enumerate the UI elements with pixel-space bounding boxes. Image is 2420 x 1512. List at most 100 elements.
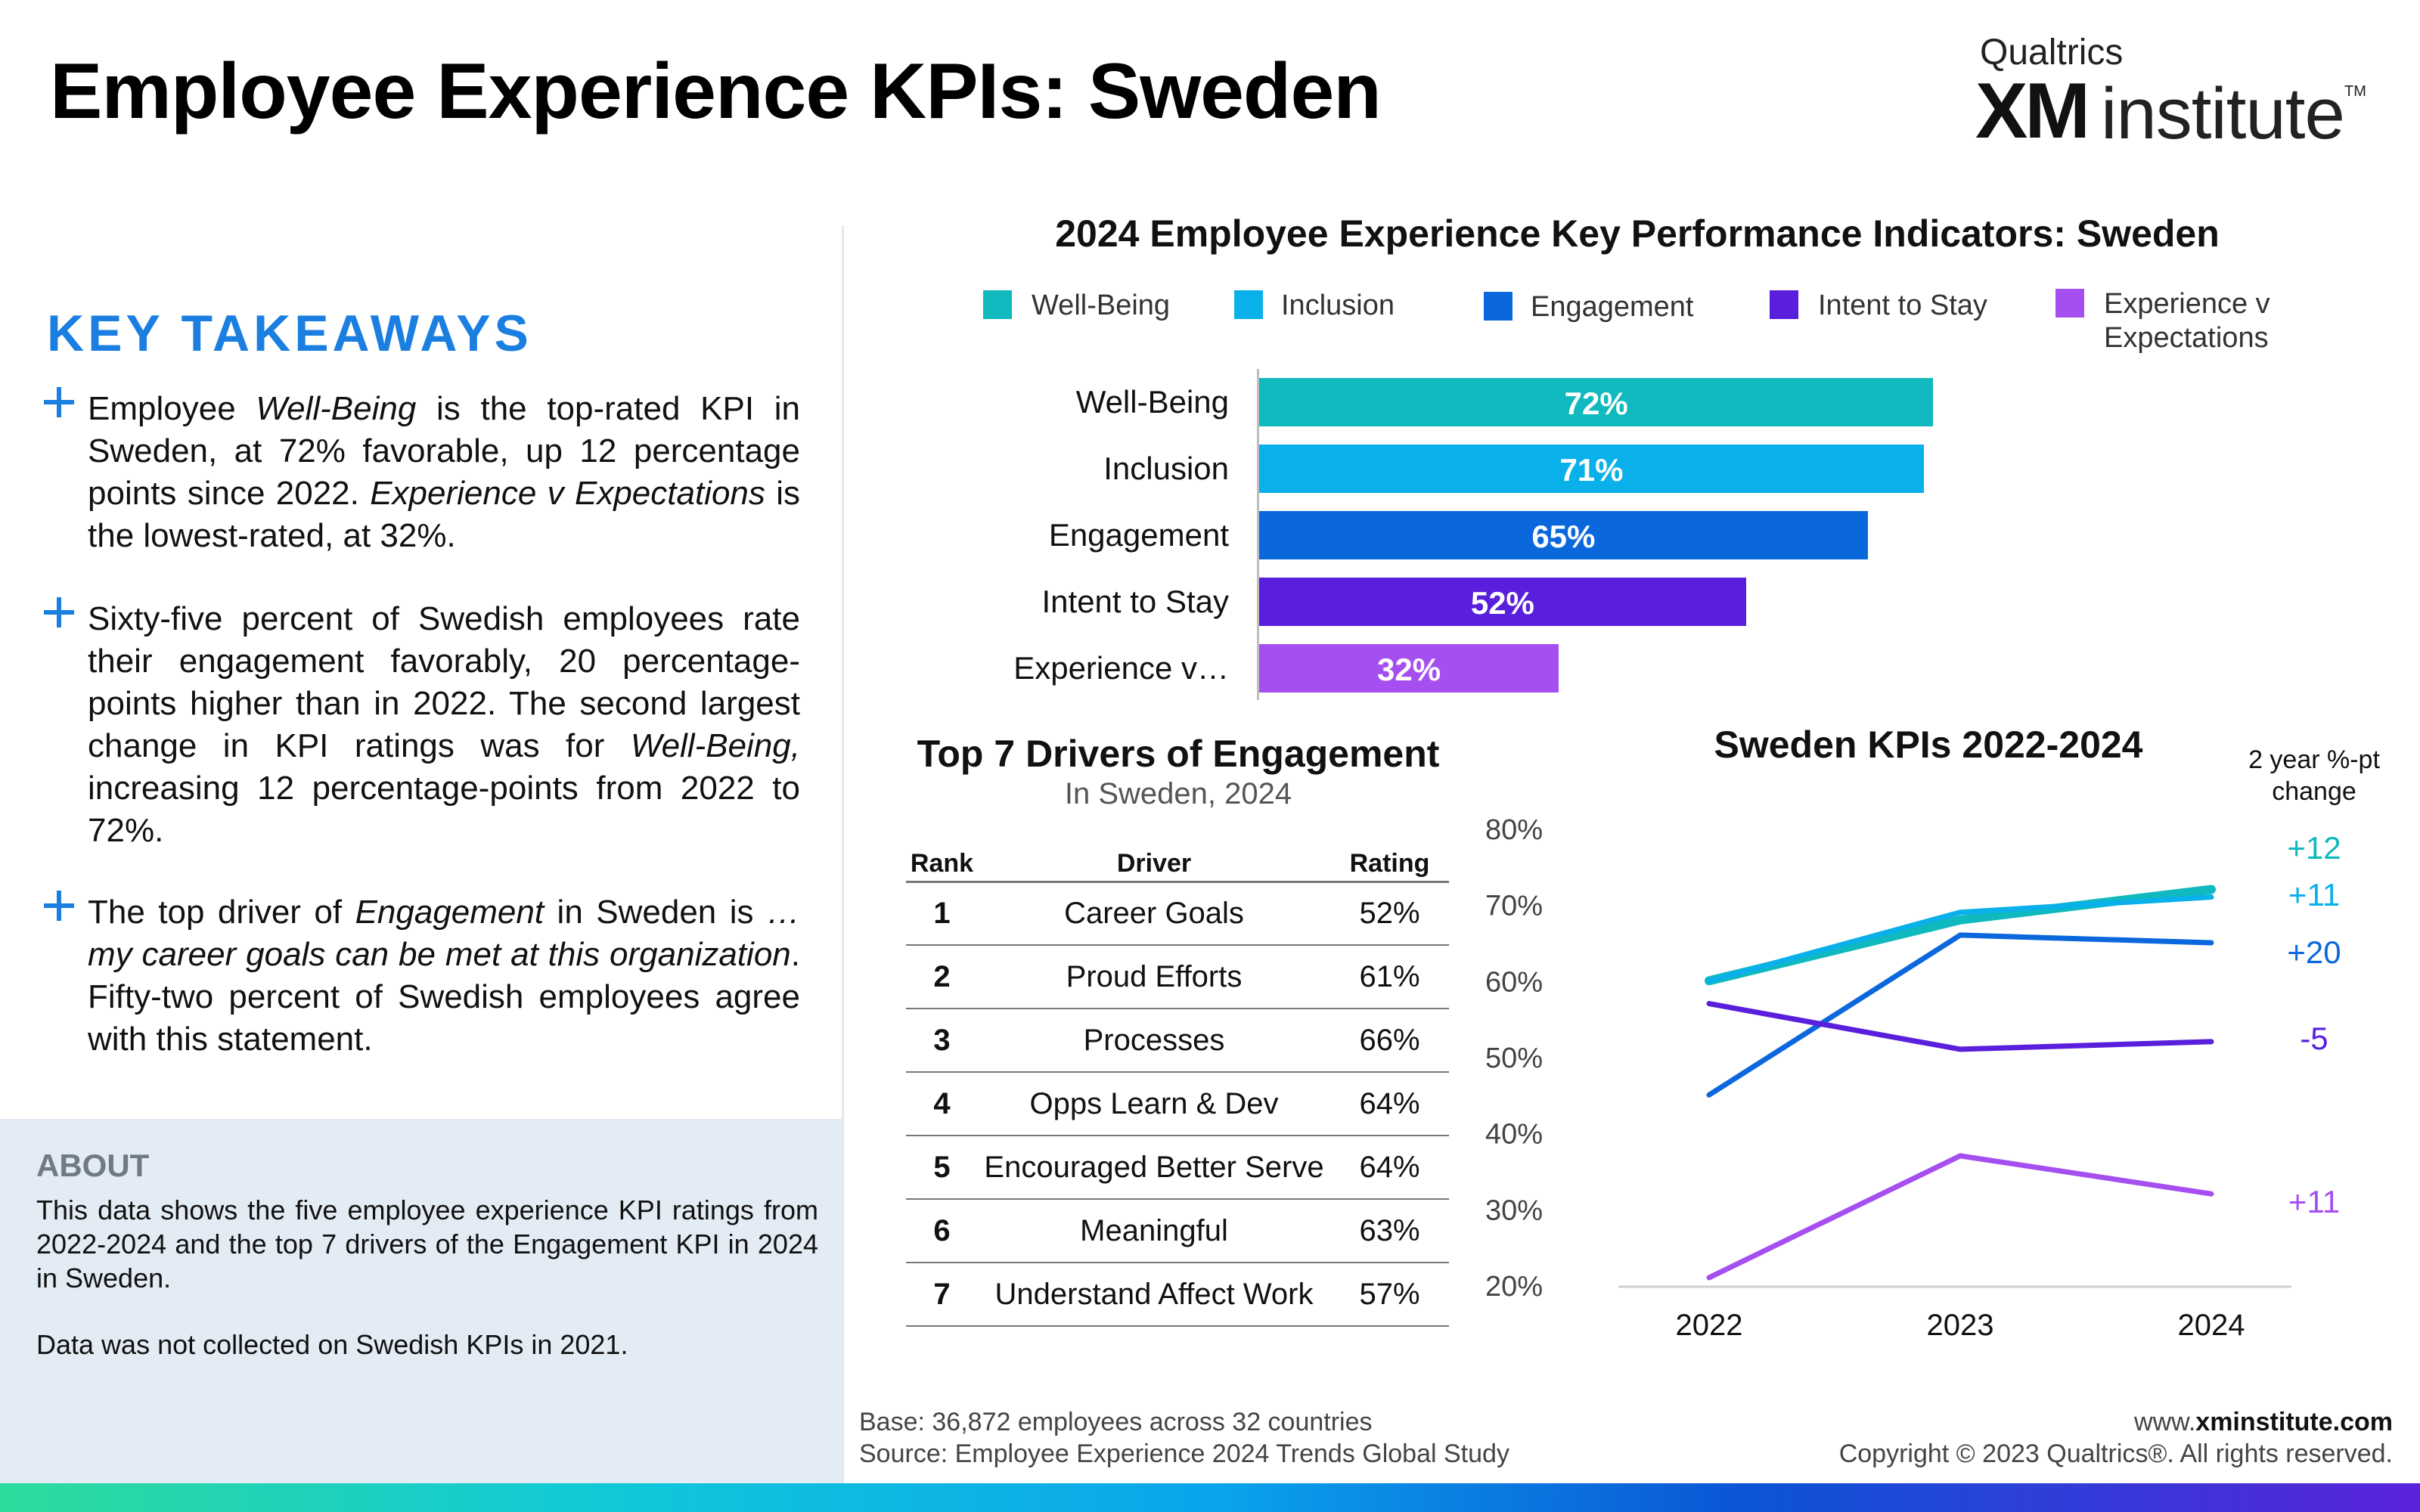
logo-brand: Qualtrics — [1980, 33, 2124, 73]
table-cell: 52% — [1330, 881, 1449, 946]
footer-base: Base: 36,872 employees across 32 countri… — [859, 1406, 1509, 1470]
line-chart-title: Sweden KPIs 2022-2024 — [1714, 723, 2143, 766]
footer-copyright: www.xminstitute.com Copyright © 2023 Qua… — [1839, 1406, 2393, 1470]
table-cell: Understand Affect Work — [978, 1263, 1330, 1327]
y-tick-label: 40% — [1485, 1119, 1543, 1151]
table-cell: 4 — [906, 1072, 978, 1136]
table-cell: 64% — [1330, 1072, 1449, 1136]
bar: 71% — [1259, 445, 1924, 493]
legend-swatch-inclusion — [1234, 290, 1263, 319]
plus-icon — [42, 889, 76, 922]
table-row: 5 Encouraged Better Serve 64% — [906, 1136, 1449, 1200]
takeaway-item: Employee Well-Being is the top-rated KPI… — [88, 390, 800, 554]
table-cell: 3 — [906, 1009, 978, 1073]
legend-swatch-well-being — [983, 290, 1012, 319]
y-tick-label: 70% — [1485, 891, 1543, 922]
y-tick-label: 30% — [1485, 1194, 1543, 1226]
series-line — [1706, 1153, 2214, 1281]
footer-source-text: Source: Employee Experience 2024 Trends … — [859, 1439, 1509, 1468]
logo-institute: institute — [2101, 73, 2345, 154]
legend-well-being: Well-Being — [1032, 290, 1171, 321]
series-line — [1706, 894, 2214, 984]
column-header: Rating — [1330, 847, 1449, 883]
table-cell: Meaningful — [978, 1199, 1330, 1263]
series-line — [1706, 1001, 2214, 1052]
bar-value-label: 71% — [1559, 452, 1624, 488]
change-header: 2 year %-pt change — [2248, 745, 2380, 806]
table-cell: 66% — [1330, 1009, 1449, 1073]
logo-xm: XM — [1975, 67, 2090, 155]
plus-icon — [42, 386, 76, 419]
legend-intent-to-stay: Intent to Stay — [1818, 290, 1987, 321]
column-header: Rank — [906, 847, 978, 883]
logo-tm: TM — [2344, 83, 2366, 100]
plus-icon — [42, 596, 76, 629]
bar-category-label: Intent to Stay — [1041, 584, 1230, 619]
legend-swatch-experience — [2055, 289, 2084, 318]
x-tick-label: 2024 — [2178, 1309, 2245, 1342]
site-prefix: www. — [2134, 1408, 2196, 1436]
column-header: Driver — [978, 847, 1330, 883]
table-cell: 6 — [906, 1199, 978, 1263]
change-label: +20 — [2287, 934, 2341, 970]
y-tick-label: 20% — [1485, 1271, 1543, 1303]
bar: 52% — [1259, 578, 1746, 626]
bar-category-label: Experience v… — [1013, 650, 1229, 686]
table-row: 6 Meaningful 63% — [906, 1199, 1449, 1263]
line-chart: 20% 30% 40% 50% 60% 70% 80% 2022 2023 2024 — [1485, 814, 2291, 1342]
takeaway-item: The top driver of Engagement in Sweden i… — [88, 894, 800, 1058]
table-cell: 64% — [1330, 1136, 1449, 1200]
bar-value-label: 72% — [1564, 386, 1628, 421]
website-link[interactable]: www.xminstitute.com — [1839, 1406, 2393, 1438]
about-title: ABOUT — [36, 1148, 150, 1183]
xm-institute-logo: Qualtrics XM institute TM — [1975, 29, 2369, 155]
key-takeaways-heading: KEY TAKEAWAYS — [47, 305, 532, 362]
about-text: This data shows the five employee experi… — [36, 1194, 818, 1294]
drivers-table-subtitle: In Sweden, 2024 — [1064, 777, 1292, 810]
table-cell: 61% — [1330, 945, 1449, 1009]
y-tick-label: 50% — [1485, 1043, 1543, 1074]
x-tick-label: 2023 — [1927, 1309, 1994, 1342]
change-label: +12 — [2287, 830, 2341, 866]
legend-inclusion: Inclusion — [1281, 290, 1395, 321]
series-line — [1706, 932, 2214, 1098]
legend-swatch-intent-to-stay — [1770, 290, 1798, 319]
site-bold: xminstitute — [2195, 1408, 2333, 1436]
copyright-text: Copyright © 2023 Qualtrics®. All rights … — [1838, 1439, 2393, 1468]
table-row: 4 Opps Learn & Dev 64% — [906, 1072, 1449, 1136]
drivers-table: Rank Driver Rating 1 Career Goals 52% 2 Prou… — [906, 847, 1449, 1327]
table-row: 1 Career Goals 52% — [906, 881, 1449, 946]
site-suffix: .com — [2332, 1408, 2393, 1436]
bar-category-label: Engagement — [1048, 517, 1229, 553]
page-title: Employee Experience KPIs: Sweden — [50, 48, 1382, 135]
bar: 32% — [1259, 644, 1559, 692]
table-cell: 2 — [906, 945, 978, 1009]
table-cell: 5 — [906, 1136, 978, 1200]
change-label: +11 — [2288, 877, 2341, 912]
table-row: 2 Proud Efforts 61% — [906, 945, 1449, 1009]
about-panel: ABOUT This data shows the five employee … — [0, 1119, 842, 1483]
legend-swatch-engagement — [1484, 292, 1512, 321]
table-cell: 1 — [906, 881, 978, 946]
table-row: 3 Processes 66% — [906, 1009, 1449, 1073]
change-label: -5 — [2300, 1021, 2328, 1056]
table-cell: Processes — [978, 1009, 1330, 1073]
bar: 65% — [1259, 511, 1868, 559]
y-tick-label: 60% — [1485, 966, 1543, 998]
bar-value-label: 32% — [1377, 652, 1441, 687]
table-cell: 57% — [1330, 1263, 1449, 1327]
takeaway-item: Sixty-five percent of Swedish employees … — [88, 600, 800, 849]
table-cell: 7 — [906, 1263, 978, 1327]
bar-category-label: Well-Being — [1075, 384, 1229, 420]
bar-chart-title: 2024 Employee Experience Key Performance… — [1055, 212, 2220, 255]
about-note: Data was not collected on Swedish KPIs i… — [36, 1329, 628, 1360]
table-cell: Opps Learn & Dev — [978, 1072, 1330, 1136]
table-cell: Encouraged Better Serve — [978, 1136, 1330, 1200]
x-tick-label: 2022 — [1676, 1309, 1743, 1342]
bar: 72% — [1259, 378, 1934, 426]
footer-base-text: Base: 36,872 employees across 32 countri… — [859, 1408, 1373, 1436]
change-label: +11 — [2288, 1184, 2341, 1219]
table-cell: Career Goals — [978, 881, 1330, 946]
drivers-table-title: Top 7 Drivers of Engagement — [917, 733, 1440, 775]
table-cell: Proud Efforts — [978, 945, 1330, 1009]
